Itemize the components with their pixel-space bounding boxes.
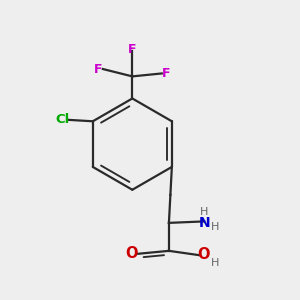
Text: O: O [197, 247, 210, 262]
Text: H: H [211, 258, 219, 268]
Text: F: F [128, 44, 136, 56]
Text: O: O [125, 246, 138, 261]
Text: H: H [211, 222, 220, 232]
Text: H: H [200, 207, 208, 217]
Text: F: F [94, 62, 103, 76]
Text: N: N [198, 216, 210, 230]
Text: Cl: Cl [56, 113, 70, 126]
Text: F: F [162, 67, 170, 80]
